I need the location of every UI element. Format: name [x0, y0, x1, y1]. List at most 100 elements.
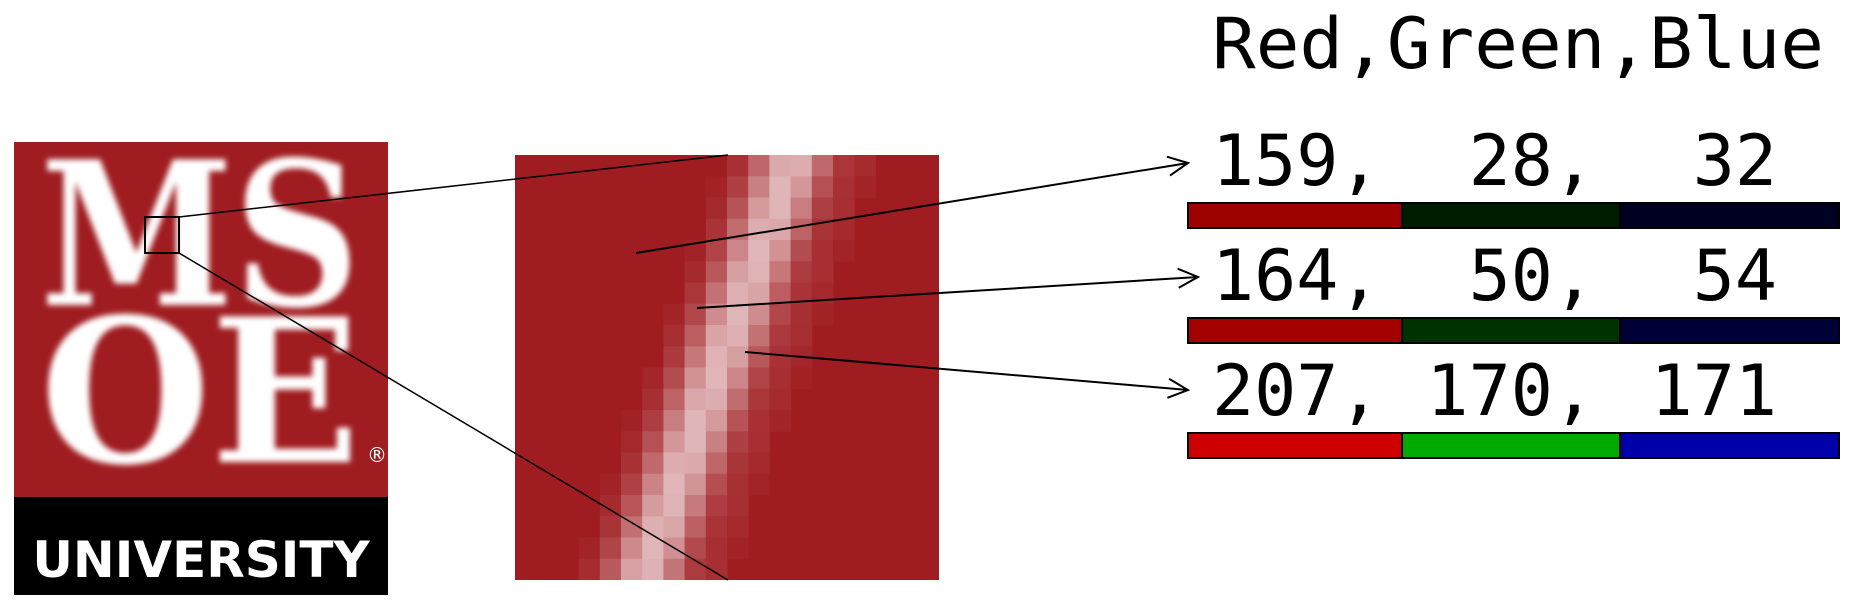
zoom-pixel — [705, 537, 728, 560]
zoom-pixel — [663, 558, 686, 580]
zoom-pixel — [663, 473, 686, 496]
zoom-pixel — [642, 367, 664, 390]
zoom-pixel — [621, 431, 643, 453]
green-value-1: 28, — [1469, 120, 1595, 202]
zoom-pixel — [727, 197, 749, 220]
zoom-pixel — [642, 537, 664, 560]
zoom-pixel — [663, 346, 686, 368]
zoom-pixel — [811, 155, 834, 177]
pixel-row-2: 164, 50, 54 — [1212, 235, 1777, 317]
zoom-pixel — [684, 325, 707, 347]
logo-letters-ms: MS — [40, 118, 360, 353]
zoom-pixel — [684, 537, 707, 560]
zoom-pixel — [790, 176, 813, 198]
zoom-pixel — [705, 516, 728, 538]
zoom-pixel — [642, 431, 664, 453]
zoom-pixel — [642, 495, 664, 517]
zoom-pixel — [642, 410, 664, 432]
zoom-pixel — [811, 197, 834, 220]
arrow-head-2 — [1177, 267, 1201, 289]
zoom-pixel — [748, 388, 770, 411]
zoom-pixel — [663, 495, 686, 517]
arrow-line-1 — [635, 162, 1189, 254]
zoom-pixel — [769, 155, 792, 177]
zoom-pixel — [684, 516, 707, 538]
zoom-pixel — [684, 346, 707, 368]
zoom-pixel — [811, 261, 834, 283]
zoom-pixel — [790, 303, 813, 326]
zoom-pixel — [705, 303, 728, 326]
zoom-pixel — [705, 558, 728, 580]
zoomed-pixel-view — [515, 155, 939, 580]
zoom-pixel — [748, 176, 770, 198]
zoom-pixel — [621, 537, 643, 560]
red-value-1: 159, — [1212, 120, 1381, 202]
zoom-pixel — [748, 452, 770, 475]
zoom-pixel — [727, 537, 749, 560]
zoom-pixel — [663, 325, 686, 347]
zoom-pixel — [684, 261, 707, 283]
zoom-pixel — [748, 431, 770, 453]
blue-channel-bar-2 — [1619, 317, 1840, 344]
zoom-pixel — [769, 410, 792, 432]
zoom-pixel — [769, 325, 792, 347]
zoom-pixel — [769, 346, 792, 368]
zoom-pixel — [727, 325, 749, 347]
zoom-pixel — [811, 282, 834, 305]
red-channel-bar-3 — [1187, 432, 1403, 459]
zoom-pixel — [684, 410, 707, 432]
zoom-pixel — [621, 452, 643, 475]
red-channel-bar-2 — [1187, 317, 1403, 344]
zoom-pixel — [599, 516, 622, 538]
zoom-pixel — [663, 367, 686, 390]
zoom-pixel — [705, 176, 728, 198]
zoom-pixel — [748, 367, 770, 390]
zoom-pixel — [833, 218, 855, 241]
zoom-pixel — [705, 346, 728, 368]
blue-value-2: 54 — [1693, 235, 1777, 317]
zoom-pixel — [727, 176, 749, 198]
zoom-pixel — [621, 410, 643, 432]
zoom-pixel — [684, 452, 707, 475]
zoom-pixel — [854, 176, 876, 198]
zoom-pixel — [833, 240, 855, 262]
zoom-pixel — [684, 495, 707, 517]
zoom-pixel — [727, 431, 749, 453]
zoom-pixel — [727, 240, 749, 262]
zoom-pixel — [769, 303, 792, 326]
zoom-pixel — [727, 495, 749, 517]
zoom-pixel — [727, 261, 749, 283]
zoom-pixel — [727, 367, 749, 390]
zoom-pixel — [621, 495, 643, 517]
zoom-pixel — [642, 388, 664, 411]
zoom-pixel — [578, 537, 601, 560]
rgb-header: Red,Green,Blue — [1212, 3, 1824, 85]
zoom-pixel — [727, 346, 749, 368]
zoom-pixel — [684, 240, 707, 262]
zoom-pixel — [663, 452, 686, 475]
zoom-pixel — [748, 155, 770, 177]
registered-mark: ® — [367, 443, 387, 467]
green-channel-bar-1 — [1401, 202, 1621, 229]
red-value-3: 207, — [1212, 350, 1381, 432]
zoom-pixel — [769, 367, 792, 390]
green-channel-bar-2 — [1401, 317, 1621, 344]
zoom-pixel — [684, 303, 707, 326]
pixel-row-3: 207, 170, 171 — [1212, 350, 1777, 432]
zoom-pixel — [684, 367, 707, 390]
zoom-pixel — [790, 282, 813, 305]
zoom-pixel — [748, 282, 770, 305]
zoom-pixel — [642, 558, 664, 580]
zoom-pixel — [769, 176, 792, 198]
zoom-pixel — [663, 303, 686, 326]
zoom-pixel — [727, 282, 749, 305]
zoom-pixel — [663, 410, 686, 432]
blue-value-3: 171 — [1651, 350, 1777, 432]
zoom-pixel — [790, 240, 813, 262]
zoom-pixel — [599, 537, 622, 560]
zoom-callout-line-bottom — [178, 252, 729, 581]
arrow-head-3 — [1167, 377, 1191, 399]
zoom-pixel — [748, 346, 770, 368]
zoom-pixel — [705, 410, 728, 432]
